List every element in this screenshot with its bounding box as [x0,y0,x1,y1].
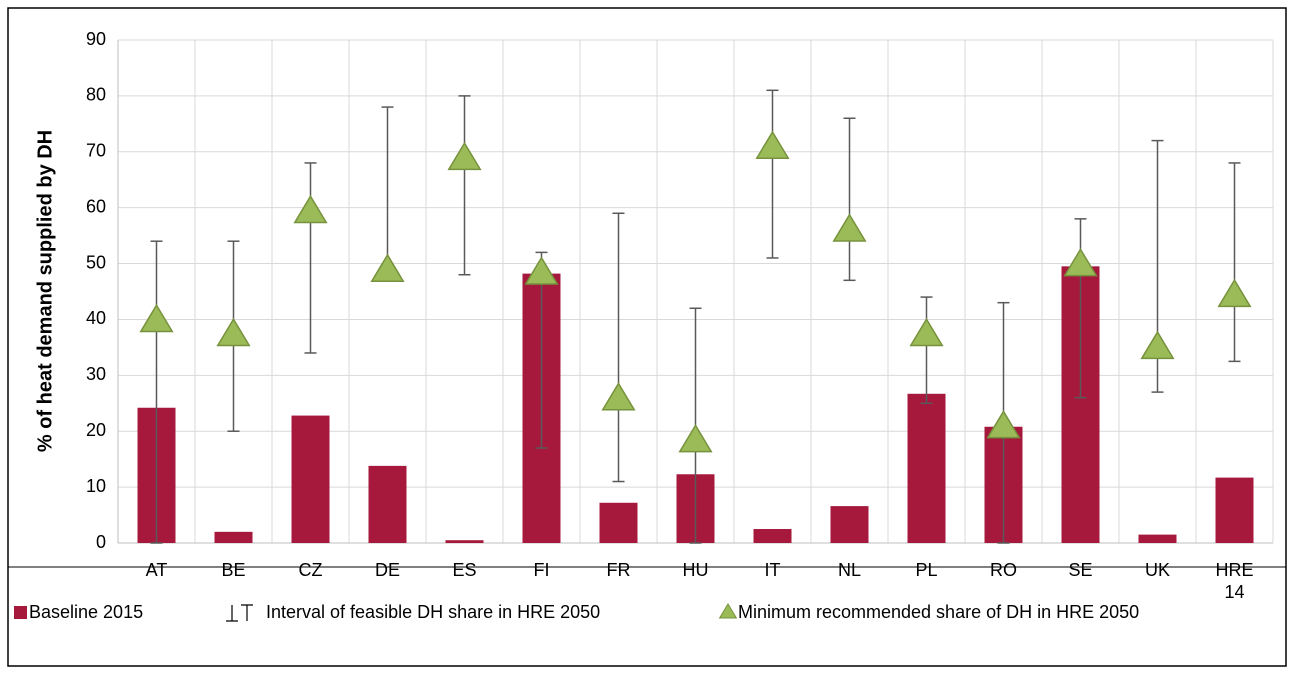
legend-swatch [226,605,238,622]
legend-swatch [241,604,253,621]
x-tick-label: UK [1145,560,1170,580]
triangle-marker [755,130,790,159]
x-tick-label-line: IT [765,560,781,580]
x-tick-label: NL [838,560,861,580]
x-tick-label-line: AT [146,560,168,580]
x-tick-label: HU [683,560,709,580]
x-tick-label: FR [607,560,631,580]
x-tick-label-line: HRE [1215,560,1253,580]
x-tick-label: IT [765,560,781,580]
bar [1138,534,1177,543]
x-tick-label-line: RO [990,560,1017,580]
y-axis-label: % of heat demand supplied by DH [34,130,56,452]
legend-swatch [718,603,738,619]
x-tick-label: SE [1068,560,1092,580]
bar [291,415,330,543]
triangle-marker [293,194,328,224]
triangle-marker [1063,247,1098,277]
x-tick-label-line: HU [683,560,709,580]
x-tick-label: ES [452,560,476,580]
y-tick-label: 80 [86,85,106,105]
bar [214,531,253,543]
triangle-marker [832,213,867,242]
x-tick-label-line: ES [452,560,476,580]
y-tick-label: 0 [96,532,106,552]
triangle-marker [1217,278,1252,308]
x-tick-label-line: 14 [1224,582,1244,602]
y-tick-label: 10 [86,476,106,496]
triangle-marker [601,382,636,411]
bar [1215,477,1254,543]
triangle-marker [524,256,559,285]
x-tick-label-line: PL [915,560,937,580]
bar [599,502,638,543]
x-tick-label: FI [534,560,550,580]
y-tick-label: 50 [86,252,106,272]
x-tick-label: DE [375,560,400,580]
triangle-marker [986,409,1021,439]
x-tick-label-line: UK [1145,560,1170,580]
legend-swatch [14,606,27,619]
bar [368,465,407,543]
triangle-marker [678,423,713,453]
y-tick-label: 90 [86,29,106,49]
y-tick-label: 40 [86,308,106,328]
frame [7,7,1287,667]
triangle-marker [216,317,251,347]
y-tick-label: 70 [86,141,106,161]
y-tick-label: 60 [86,196,106,216]
x-tick-label-line: CZ [299,560,323,580]
x-tick-label: HRE 14 [1215,560,1253,602]
triangle-marker [139,303,174,333]
triangle-marker [370,253,405,282]
x-tick-label-line: DE [375,560,400,580]
legend-label: Minimum recommended share of DH in HRE 2… [738,602,1139,622]
x-tick-label: RO [990,560,1017,580]
legend-label: Baseline 2015 [29,602,143,622]
x-tick-label-line: NL [838,560,861,580]
x-tick-label-line: FI [534,560,550,580]
x-tick-label: BE [221,560,245,580]
x-tick-label-line: FR [607,560,631,580]
triangle-marker [1140,330,1175,360]
bar [907,393,946,543]
y-tick-label: 20 [86,420,106,440]
x-tick-label: CZ [299,560,323,580]
triangle-marker [909,317,944,347]
bar [753,529,792,543]
x-tick-label: AT [146,560,168,580]
y-tick-label: 30 [86,364,106,384]
triangle-marker [447,141,482,171]
x-tick-label-line: BE [221,560,245,580]
bar [445,540,484,543]
legend-label: Interval of feasible DH share in HRE 205… [266,602,600,622]
x-tick-label-line: SE [1068,560,1092,580]
bar [830,506,869,543]
x-tick-label: PL [915,560,937,580]
